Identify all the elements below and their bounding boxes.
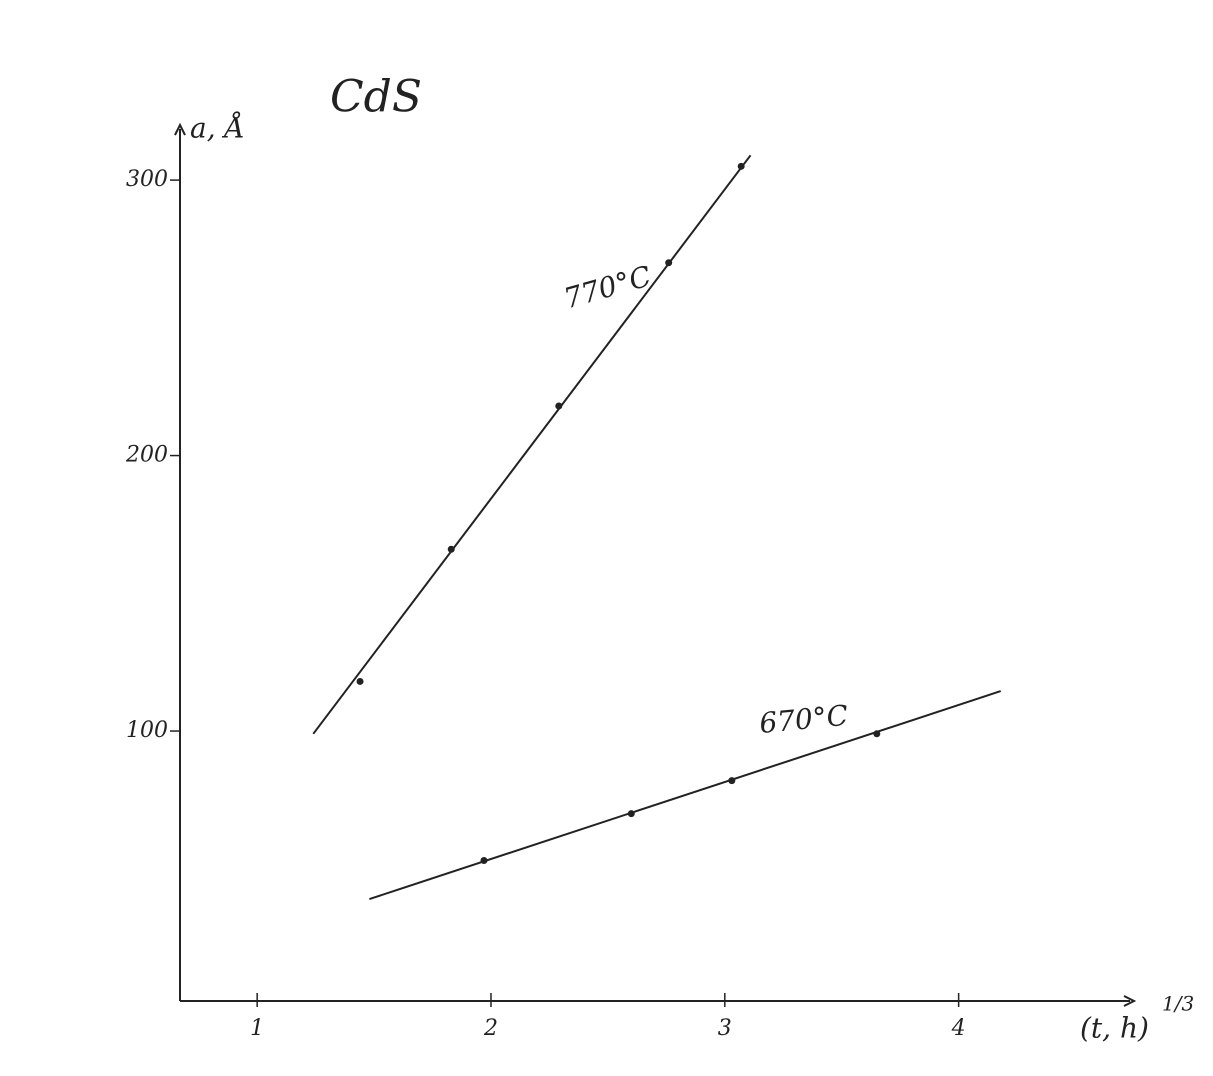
x-tick-label: 1 bbox=[250, 1016, 264, 1041]
data-point bbox=[728, 777, 736, 785]
x-tick-label: 3 bbox=[718, 1016, 732, 1041]
fit-line bbox=[369, 690, 1002, 901]
series-label: 670°C bbox=[758, 699, 850, 740]
data-point bbox=[737, 162, 745, 170]
data-point bbox=[665, 259, 673, 267]
series-label: 770°C bbox=[560, 259, 655, 315]
x-axis-arrow bbox=[1123, 995, 1137, 1007]
y-tick-label: 300 bbox=[126, 167, 168, 192]
data-point bbox=[356, 677, 364, 685]
y-tick-label: 100 bbox=[126, 718, 168, 743]
data-point bbox=[447, 545, 455, 553]
data-point bbox=[873, 730, 881, 738]
y-axis-label: a, Å bbox=[190, 112, 245, 145]
data-point bbox=[627, 810, 635, 818]
x-axis-label: (t, h) bbox=[1080, 1012, 1149, 1045]
x-axis-label-exponent: 1/3 bbox=[1162, 992, 1194, 1016]
chart-title: CdS bbox=[330, 72, 422, 123]
fit-line bbox=[312, 154, 752, 735]
x-tick-label: 2 bbox=[483, 1016, 498, 1041]
y-axis-arrow bbox=[174, 122, 186, 136]
data-point bbox=[480, 857, 488, 865]
data-point bbox=[555, 402, 563, 410]
x-tick-label: 4 bbox=[951, 1016, 966, 1041]
y-tick-label: 200 bbox=[125, 443, 168, 468]
